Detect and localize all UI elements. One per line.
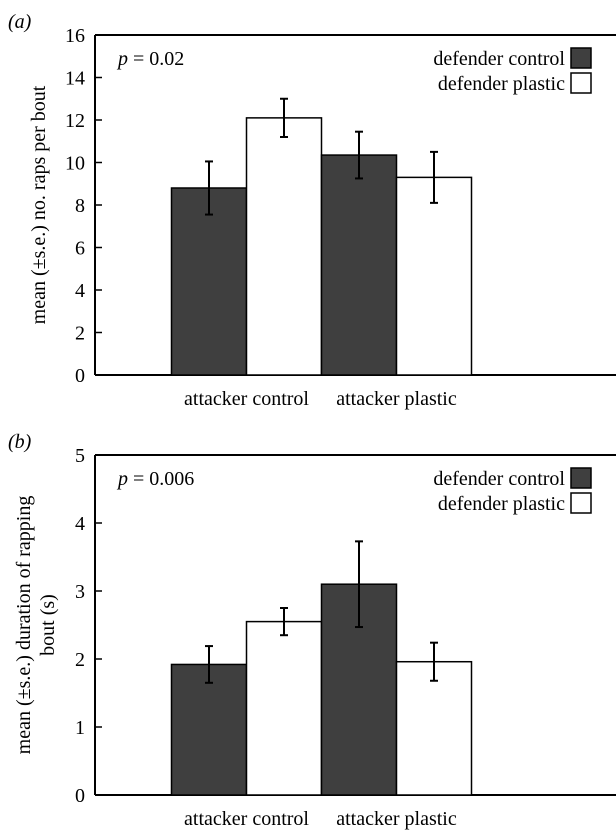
y-tick-label: 3 — [75, 581, 85, 603]
bar — [170, 187, 248, 376]
legend-swatch — [570, 72, 592, 94]
y-tick-label: 1 — [75, 717, 85, 739]
legend-swatch — [570, 47, 592, 69]
legend-label: defender control — [433, 48, 565, 70]
x-tick-label: attacker control — [184, 388, 309, 410]
y-tick-label: 0 — [75, 785, 85, 807]
y-tick-label: 2 — [75, 323, 85, 345]
bar — [245, 117, 323, 376]
x-tick-label: attacker control — [184, 808, 309, 830]
y-tick-label: 16 — [65, 25, 85, 47]
p-value-annotation: p = 0.006 — [116, 468, 194, 490]
y-tick-label: 5 — [75, 445, 85, 467]
y-tick-label: 4 — [75, 280, 85, 302]
panel-label: (a) — [8, 11, 32, 33]
y-tick-label: 2 — [75, 649, 85, 671]
bar — [170, 663, 248, 796]
y-tick-label: 4 — [75, 513, 85, 535]
bar — [245, 620, 323, 796]
x-tick-label: attacker plastic — [336, 808, 457, 830]
y-axis-label-line: mean (±s.e.) duration of rapping — [13, 496, 35, 755]
legend-swatch — [570, 467, 592, 489]
bar — [395, 176, 473, 376]
panel-label: (b) — [8, 431, 32, 453]
x-tick-label: attacker plastic — [336, 388, 457, 410]
y-tick-label: 6 — [75, 238, 85, 260]
legend-label: defender plastic — [438, 73, 565, 95]
legend-label: defender control — [433, 468, 565, 490]
legend-swatch — [570, 492, 592, 514]
y-tick-label: 8 — [75, 195, 85, 217]
legend-label: defender plastic — [438, 493, 565, 515]
y-tick-label: 14 — [65, 68, 85, 90]
y-tick-label: 10 — [65, 153, 85, 175]
bar — [320, 154, 398, 376]
y-axis-label-line: bout (s) — [37, 594, 59, 656]
p-value-annotation: p = 0.02 — [116, 48, 184, 70]
y-tick-label: 12 — [65, 110, 85, 132]
bar — [395, 660, 473, 796]
y-axis-label: mean (±s.e.) no. raps per bout — [28, 85, 50, 324]
y-tick-label: 0 — [75, 365, 85, 387]
